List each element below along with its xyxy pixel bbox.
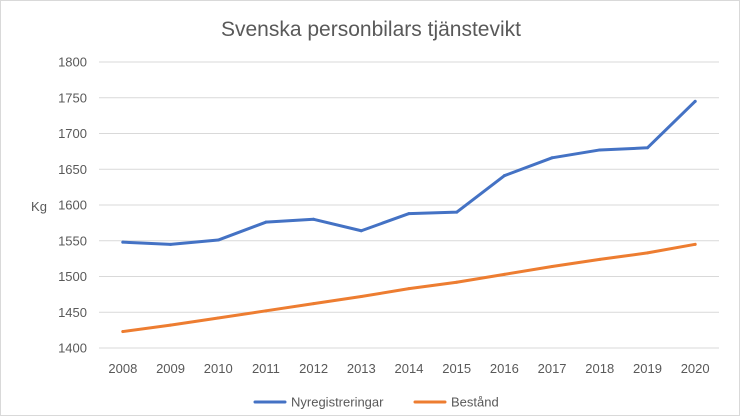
chart-title: Svenska personbilars tjänstevikt xyxy=(221,18,521,41)
x-tick-label: 2014 xyxy=(395,361,424,376)
x-tick-label: 2015 xyxy=(442,361,471,376)
data-point xyxy=(455,210,459,214)
legend-label: Nyregistreringar xyxy=(291,395,384,410)
y-axis-label: Kg xyxy=(31,199,47,214)
gridlines xyxy=(99,61,719,349)
legend-label: Bestånd xyxy=(451,395,499,410)
data-point xyxy=(502,272,506,276)
data-point xyxy=(312,217,316,221)
y-tick-label: 1450 xyxy=(58,305,87,320)
y-tick-label: 1650 xyxy=(58,162,87,177)
data-point xyxy=(455,280,459,284)
data-point xyxy=(359,229,363,233)
data-point xyxy=(169,323,173,327)
data-point xyxy=(359,295,363,299)
data-point xyxy=(693,242,697,246)
y-tick-label: 1600 xyxy=(58,198,87,213)
data-point xyxy=(121,240,125,244)
series-lines xyxy=(121,99,697,334)
x-tick-label: 2011 xyxy=(252,361,280,376)
data-point xyxy=(598,148,602,152)
data-point xyxy=(121,330,125,334)
x-tick-label: 2019 xyxy=(633,361,662,376)
data-point xyxy=(264,220,268,224)
data-point xyxy=(312,302,316,306)
y-tick-label: 1700 xyxy=(58,126,87,141)
data-point xyxy=(645,251,649,255)
y-tick-label: 1750 xyxy=(58,90,87,105)
x-tick-label: 2018 xyxy=(585,361,614,376)
x-tick-label: 2012 xyxy=(299,361,328,376)
data-point xyxy=(502,174,506,178)
series-line-0 xyxy=(121,99,697,246)
x-tick-label: 2008 xyxy=(108,361,137,376)
data-point xyxy=(550,264,554,268)
data-point xyxy=(693,99,697,103)
y-tick-label: 1500 xyxy=(58,269,87,284)
data-point xyxy=(169,242,173,246)
x-tick-label: 2020 xyxy=(681,361,710,376)
y-tick-label: 1400 xyxy=(58,341,87,356)
x-tick-label: 2010 xyxy=(204,361,233,376)
data-point xyxy=(645,146,649,150)
data-point xyxy=(216,316,220,320)
data-point xyxy=(598,257,602,261)
data-point xyxy=(550,156,554,160)
y-tick-labels: 1400 1450 1500 1550 1600 1650 1700 1750 1800 xyxy=(58,55,87,356)
y-tick-label: 1800 xyxy=(58,55,87,70)
x-tick-label: 2016 xyxy=(490,361,519,376)
x-tick-labels: 2008 2009 2010 2011 2012 2013 2014 2015 2016 2017… xyxy=(108,361,709,376)
legend: Nyregistreringar Bestånd xyxy=(253,395,499,410)
x-tick-label: 2013 xyxy=(347,361,376,376)
data-point xyxy=(407,287,411,291)
x-tick-label: 2009 xyxy=(156,361,185,376)
data-point xyxy=(407,212,411,216)
x-tick-label: 2017 xyxy=(538,361,567,376)
data-point xyxy=(216,238,220,242)
data-point xyxy=(264,309,268,313)
y-tick-label: 1550 xyxy=(58,233,87,248)
